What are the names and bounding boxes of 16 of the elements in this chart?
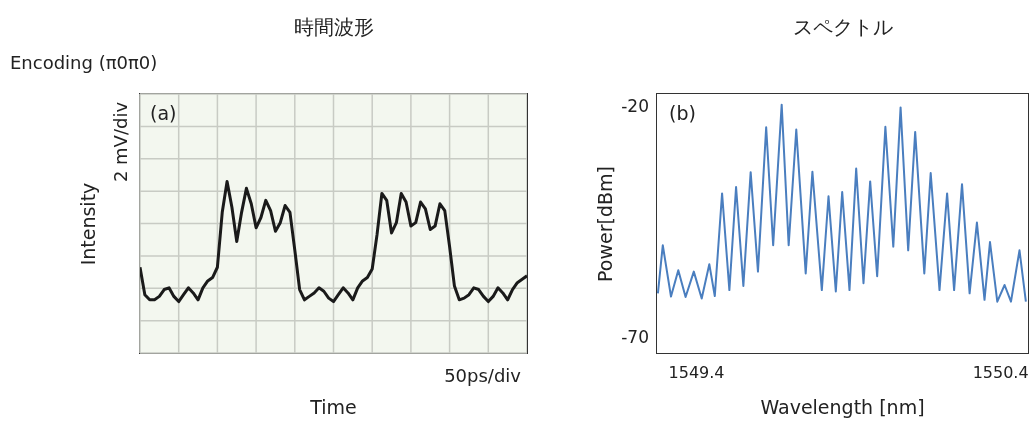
annotation: (b) [669,102,696,124]
chart-subtitle: Encoding (π0π0) [10,52,158,73]
text: (a) [150,102,177,124]
y-axis-title: Power[dBm] [594,165,616,282]
y-tick-label: -20 [621,95,649,116]
x-tick-label: 1549.4 [668,363,725,383]
x-axis-title: Time [310,396,357,418]
x-axis-title: Wavelength [nm] [760,396,925,418]
y-tick-label: -70 [621,326,649,347]
chart-title: 時間波形 [293,14,374,41]
text: 50ps/div [444,365,521,386]
y-axis-title: Intensity [77,182,99,265]
x-tick-label: 1550.4 [972,363,1029,383]
chart-title: スペクトル [792,14,893,41]
text: 2 mV/div [109,101,131,183]
line-series [657,103,1027,303]
